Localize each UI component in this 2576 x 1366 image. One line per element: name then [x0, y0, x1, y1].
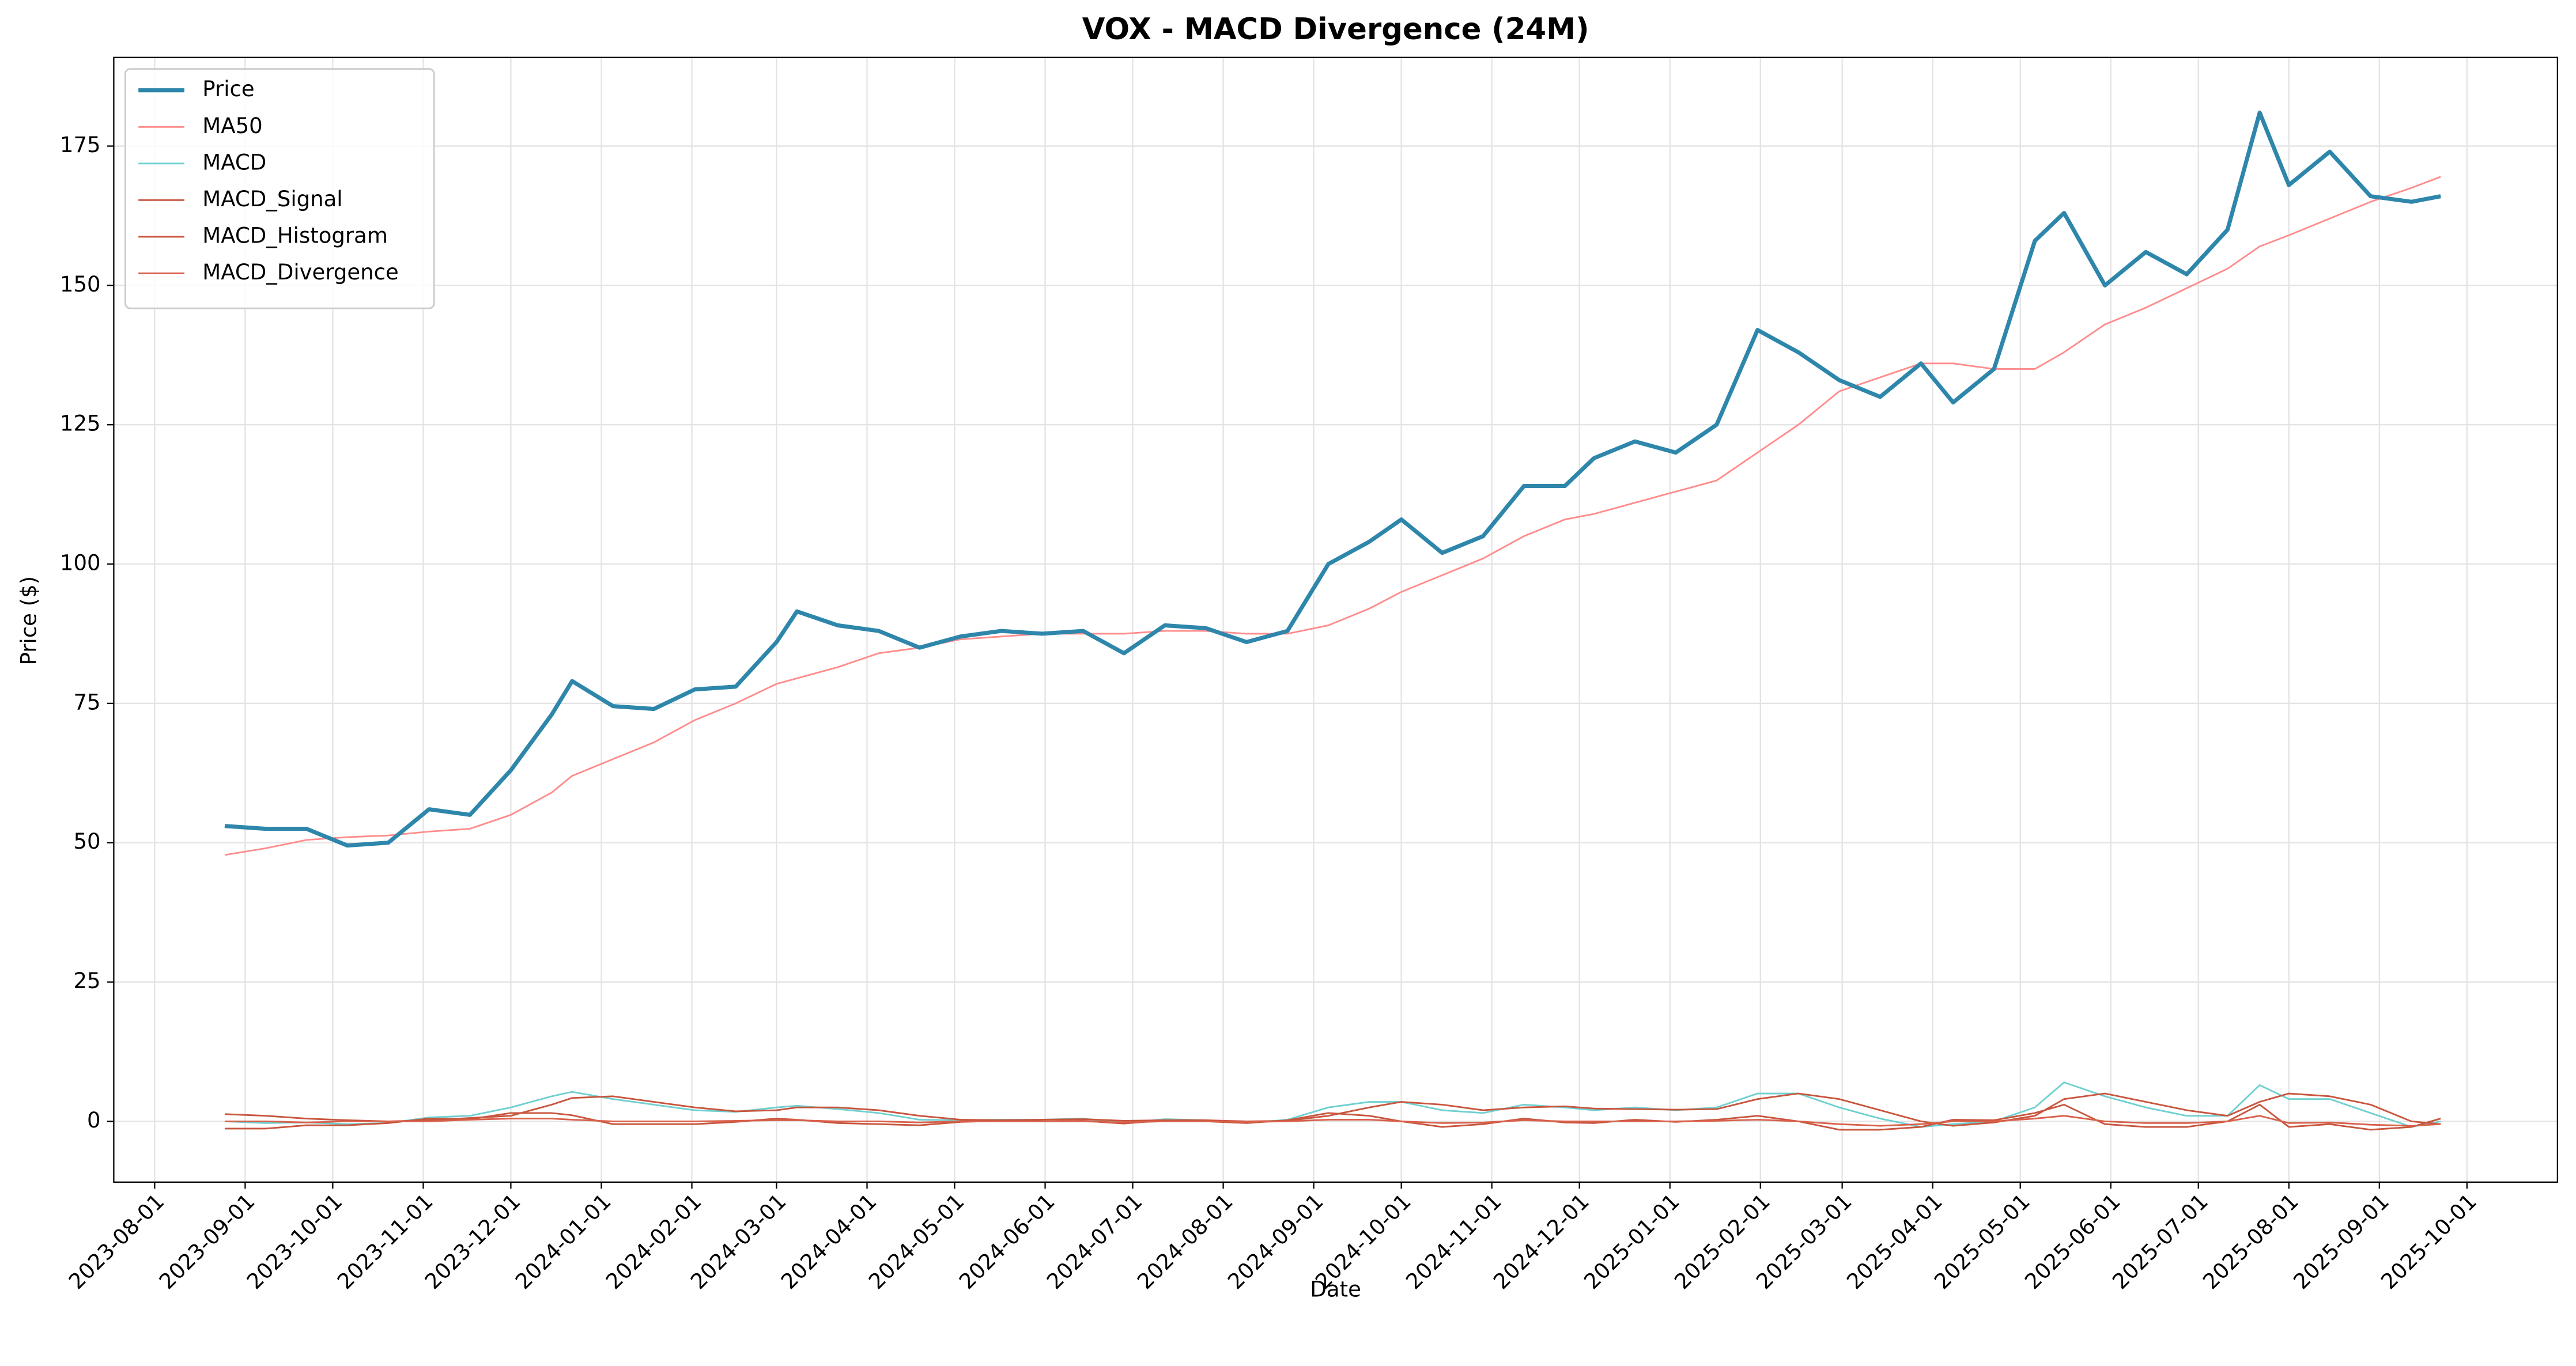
- series-line: [224, 1103, 2441, 1131]
- series-line: [224, 110, 2441, 848]
- y-tick-label: 25: [73, 968, 100, 993]
- legend-label: MACD: [202, 150, 266, 175]
- y-tick-label: 100: [60, 551, 101, 576]
- y-tick-label: 0: [87, 1108, 101, 1133]
- series-line: [224, 1092, 2441, 1127]
- series-line: [224, 1115, 2441, 1127]
- series-line: [224, 176, 2441, 856]
- series-line: [224, 1081, 2441, 1128]
- y-tick-label: 175: [60, 133, 101, 157]
- y-axis-label: Price ($): [17, 576, 41, 665]
- y-tick-label: 50: [73, 829, 100, 854]
- y-tick-label: 150: [60, 272, 101, 297]
- legend-label: MACD_Signal: [202, 187, 342, 211]
- legend-label: MACD_Histogram: [202, 223, 388, 248]
- y-tick-label: 75: [73, 690, 100, 714]
- plot-frame: [113, 56, 2559, 1183]
- legend-box: [124, 68, 435, 309]
- legend-label: MA50: [202, 113, 262, 138]
- chart-title: VOX - MACD Divergence (24M): [1082, 12, 1589, 47]
- legend-label: Price: [202, 77, 254, 101]
- y-tick-label: 125: [60, 411, 101, 436]
- legend-label: MACD_Divergence: [202, 260, 398, 285]
- x-axis-label: Date: [1310, 1277, 1361, 1301]
